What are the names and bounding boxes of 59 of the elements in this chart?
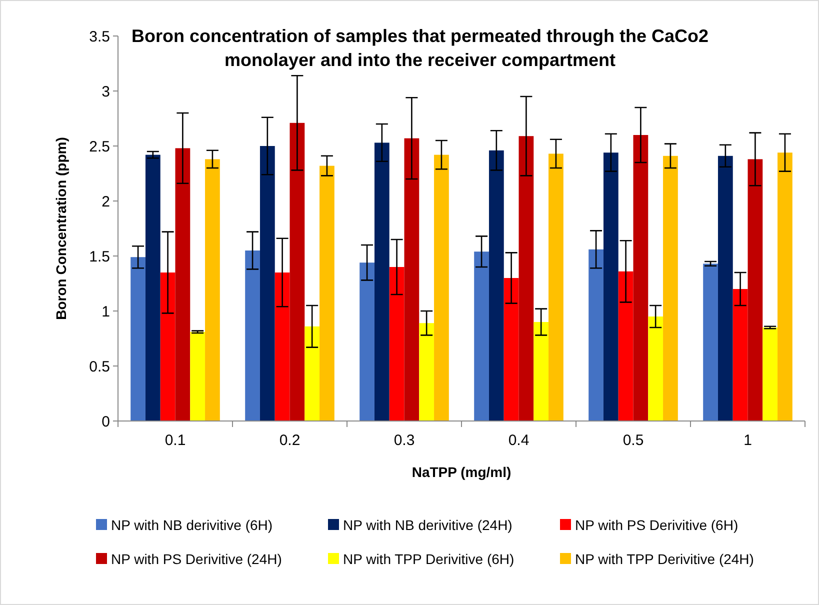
bar [548,154,564,421]
bar [534,322,549,421]
bar [389,267,404,421]
bar [130,257,146,421]
x-axis-title: NaTPP (mg/ml) [412,464,512,480]
legend-label: NP with PS Derivitive (6H) [575,516,738,533]
x-tick-label: 0.3 [394,432,415,449]
bar [175,148,190,421]
bar [618,271,634,421]
bar [419,323,434,421]
bar [474,252,489,421]
bar [748,159,763,421]
y-tick-label: 2.5 [89,138,110,156]
bar [488,150,504,421]
bar [588,249,604,421]
bar [504,278,519,421]
bar [290,122,305,421]
bar [703,264,718,421]
y-tick-label: 3.5 [89,28,110,46]
y-tick-label: 0.5 [89,358,110,376]
bar [663,156,678,421]
y-tick-label: 3 [102,83,110,100]
bar [762,328,778,421]
chart-title: Boron concentration of samples that permeated through the CaCo2 monolayer and into the receiver compartment [130,25,710,72]
legend-label: NP with NB derivitive (24H) [343,516,512,533]
bar [633,135,648,421]
bar [778,152,792,421]
y-axis-title: Boron Concentration (ppm) [53,137,69,320]
bar [732,289,748,421]
x-tick-label: 0.2 [279,432,300,449]
bar [145,154,160,421]
bar [718,156,733,421]
bar [648,316,664,421]
y-tick-label: 2 [102,193,110,210]
bar [205,159,220,421]
bar [260,146,275,421]
y-tick-label: 0 [102,413,110,430]
bar [518,136,534,421]
x-tick-label: 1 [744,432,752,449]
x-tick-label: 0.5 [622,432,644,449]
bar [245,250,260,421]
legend-label: NP with TPP Derivitive (24H) [575,550,754,567]
bar [320,166,334,421]
y-tick-label: 1 [102,303,110,320]
bar [360,262,374,421]
bar [304,326,320,421]
x-tick-label: 0.4 [508,432,530,449]
legend-label: NP with PS Derivitive (24H) [111,550,282,567]
x-tick-label: 0.1 [164,432,186,449]
bar [434,154,449,421]
bar [274,272,290,421]
y-tick-label: 1.5 [89,248,110,266]
bar [374,142,390,421]
bar [404,138,420,421]
bar [160,272,176,421]
legend-label: NP with TPP Derivitive (6H) [343,550,514,567]
bar [603,152,618,421]
legend-label: NP with NB derivitive (6H) [111,516,273,533]
bar [190,332,206,421]
